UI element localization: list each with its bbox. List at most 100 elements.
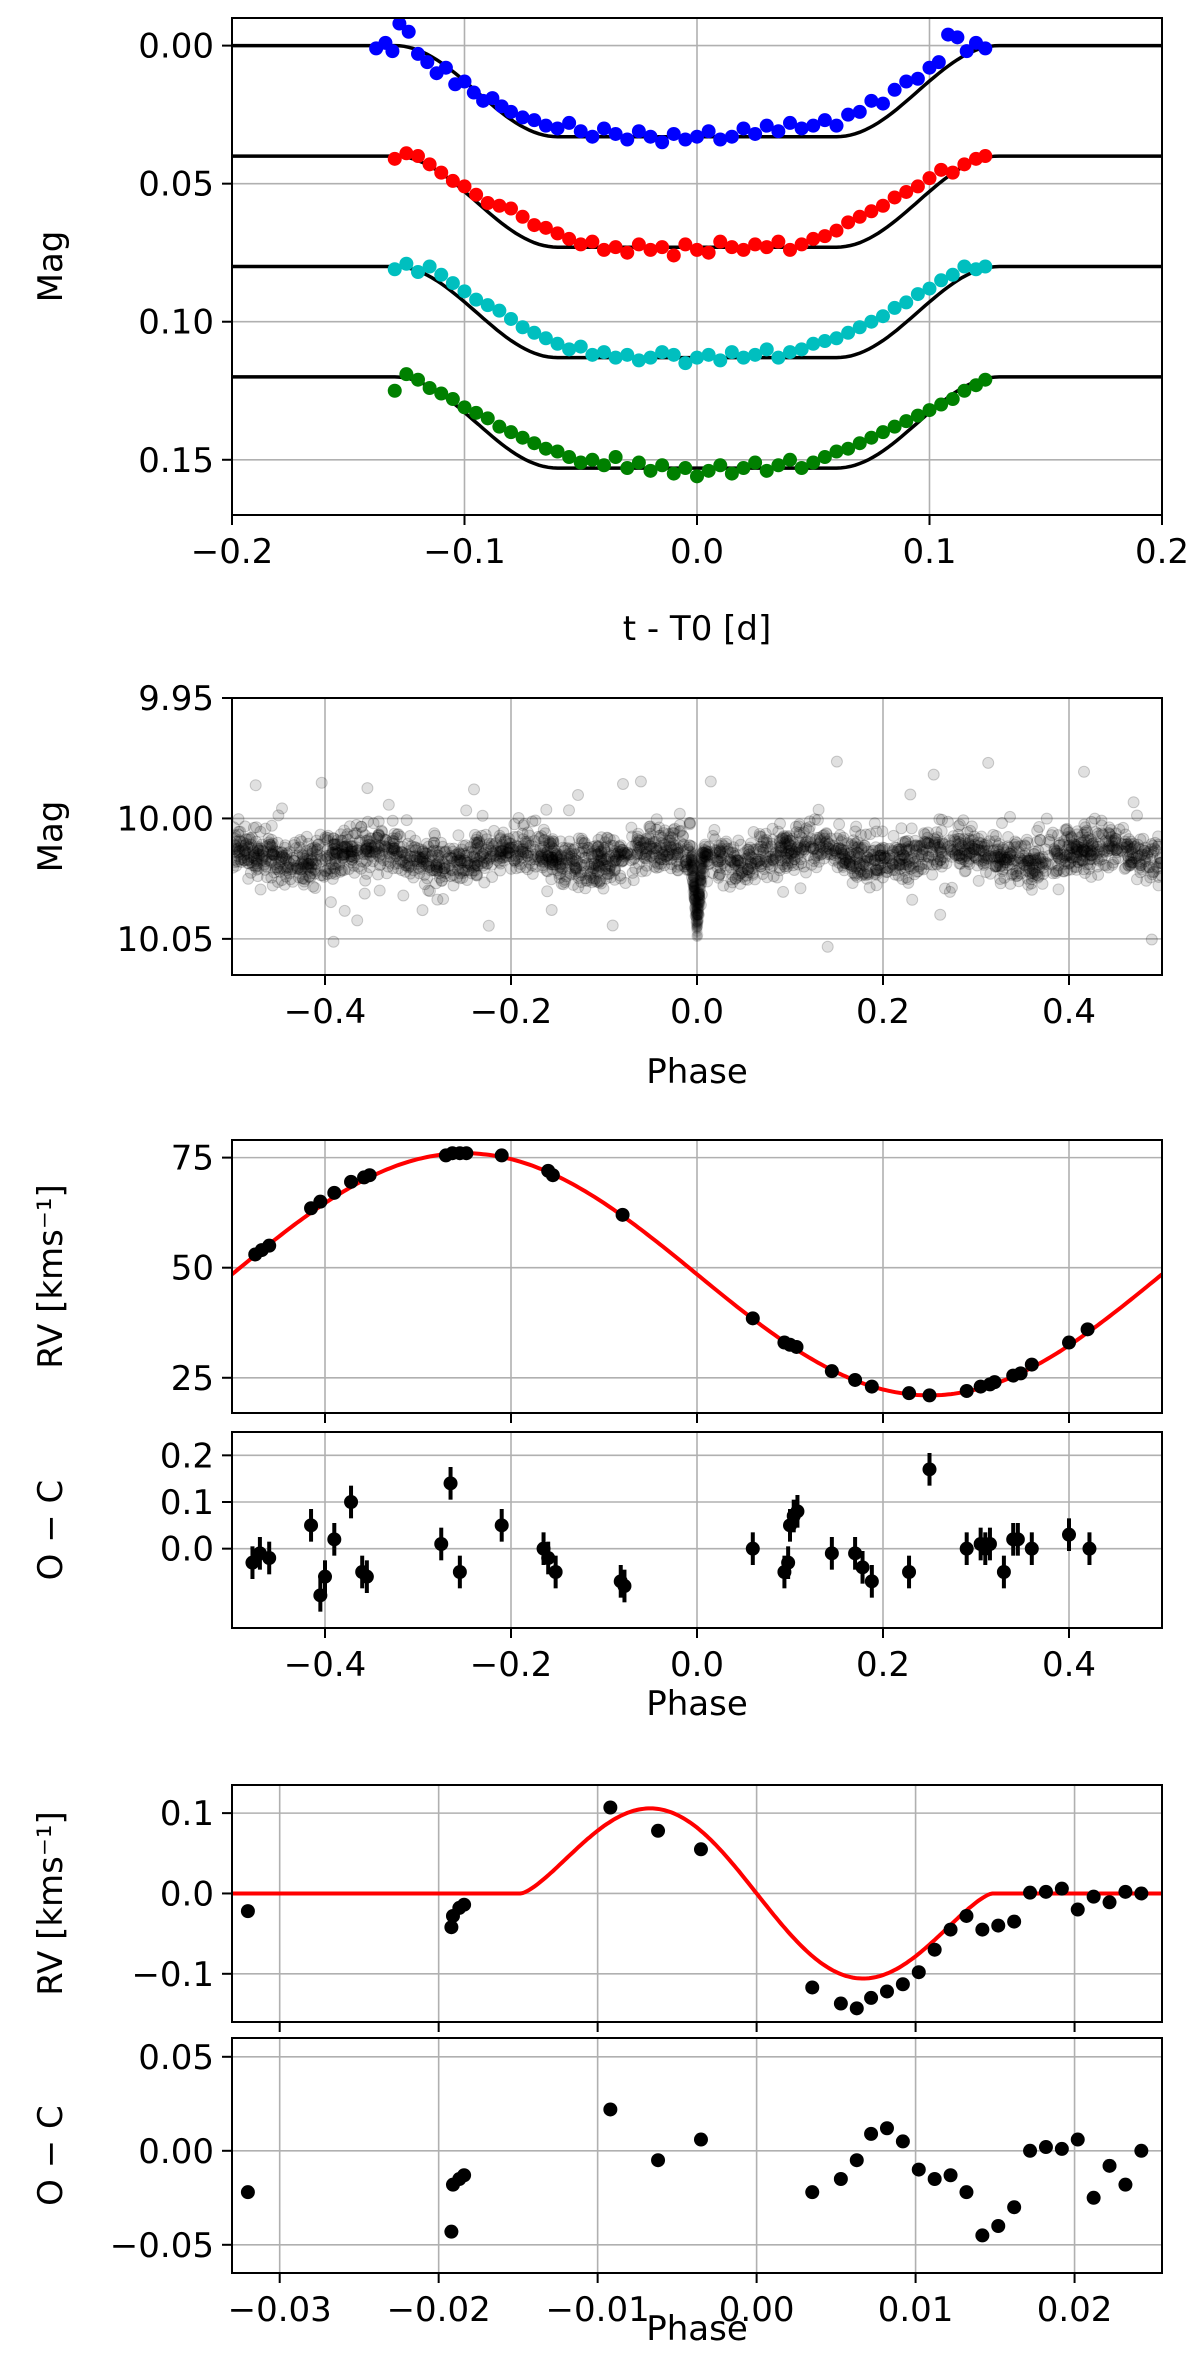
photometry-point [1051,864,1064,877]
photometry-point [1125,853,1138,866]
photometry-point [848,867,861,880]
photometry-point [667,824,680,836]
photometry-point [699,850,712,863]
data-point [620,461,635,476]
data-point [724,466,739,481]
y-tick-label: 0.00 [138,27,214,67]
photometry-point [237,851,250,864]
photometry-point [328,837,341,850]
photometry-point [692,908,705,921]
photometry-point [920,857,932,870]
photometry-point [771,849,784,862]
photometry-point [904,851,917,864]
photometry-point [943,834,956,847]
photometry-point [1006,863,1019,876]
photometry-point [458,864,471,877]
photometry-point [502,846,515,859]
photometry-point [617,854,630,867]
y-tick-label: −0.1 [131,1955,214,1995]
photometry-point [907,861,920,874]
data-point [701,463,716,478]
data-point [631,237,646,252]
photometry-point [732,855,745,868]
photometry-point [329,845,342,858]
rv-point [362,1168,377,1183]
y-tick-label: 0.10 [138,303,214,343]
data-point [922,281,937,296]
photometry-point [540,864,553,877]
residual-point [1023,2143,1038,2158]
photometry-point [893,859,906,872]
data-point [759,118,774,133]
photometry-point [886,857,899,870]
photometry-point [717,879,730,892]
data-point [876,309,890,324]
photometry-point [757,836,770,849]
photometry-point [1145,933,1158,946]
data-point [771,234,786,249]
photometry-point [688,893,701,906]
photometry-point [278,878,291,891]
photometry-point [926,868,939,881]
photometry-point [482,853,495,866]
photometry-point [480,833,493,846]
residual-point [1054,2141,1069,2156]
photometry-point [638,842,651,855]
photometry-point [581,857,594,870]
photometry-point [643,833,656,846]
data-point [411,149,425,164]
data-point [910,287,925,302]
rm-point [879,1984,894,1999]
photometry-point [339,840,351,853]
photometry-point [401,848,414,861]
rm-point [805,1980,820,1995]
photometry-point [245,856,258,869]
photometry-point [487,840,500,853]
data-point [515,430,530,445]
photometry-point [373,829,386,842]
data-point [817,229,832,244]
photometry-point [420,857,433,870]
plot-area [232,18,1162,484]
data-point [899,414,914,429]
photometry-point [1132,850,1145,863]
photometry-point [453,848,466,861]
photometry-point [415,860,428,873]
y-axis-label: O − C [31,1480,71,1581]
photometry-point [1141,850,1154,862]
photometry-point [938,838,951,851]
photometry-point [437,893,450,905]
photometry-point [1103,828,1116,841]
photometry-point [314,869,327,882]
photometry-point [410,855,423,868]
data-point [910,408,925,423]
photometry-point [753,855,766,868]
photometry-point [592,865,605,878]
photometry-points [232,755,1162,953]
photometry-point [900,843,913,856]
photometry-point [433,871,446,884]
photometry-point [257,845,269,858]
photometry-point [732,834,745,847]
photometry-point [389,857,402,870]
photometry-point [232,821,240,834]
photometry-point [528,853,541,866]
photometry-point [1120,841,1133,854]
photometry-point [1013,862,1026,875]
photometry-point [337,851,350,864]
photometry-point [909,834,922,847]
photometry-point [460,804,473,817]
photometry-point [897,848,910,861]
photometry-point [703,840,715,853]
photometry-point [596,857,609,870]
photometry-point [888,841,901,854]
photometry-point [993,854,1006,867]
photometry-point [709,844,722,857]
photometry-point [744,850,757,863]
data-point [783,345,797,360]
data-point [690,469,704,484]
photometry-point [316,854,329,867]
photometry-point [664,834,677,847]
photometry-point [743,848,755,861]
photometry-point [1027,858,1039,871]
